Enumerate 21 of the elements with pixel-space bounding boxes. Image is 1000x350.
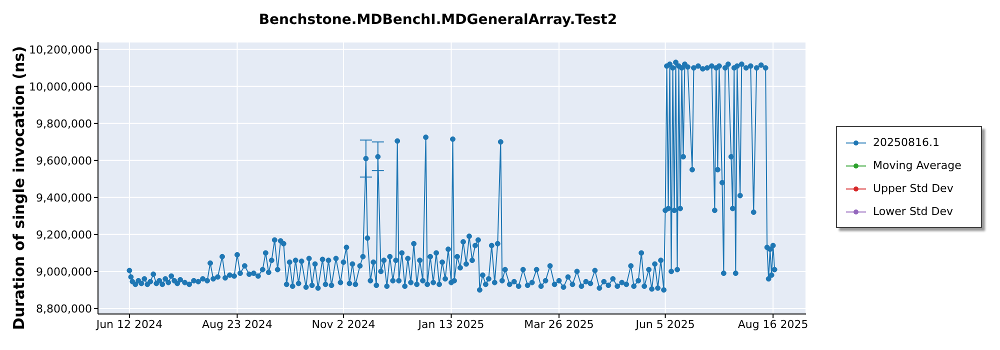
y-tick-label: 9,200,000	[36, 228, 92, 242]
legend-label: 20250816.1	[873, 136, 940, 149]
x-tick-label: Jun 5 2025	[634, 318, 695, 331]
x-tick-label: Jun 12 2024	[95, 318, 163, 331]
x-tick-label: Nov 2 2024	[312, 318, 376, 331]
y-tick-label: 9,800,000	[36, 117, 92, 130]
y-tick-label: 10,000,000	[29, 80, 92, 94]
y-tick-label: 8,800,000	[36, 302, 92, 316]
y-axis-title: Duration of single invocation (ns)	[10, 46, 28, 330]
x-tick-label: Aug 16 2025	[738, 318, 808, 331]
x-tick-label: Aug 23 2024	[202, 318, 272, 331]
y-tick-label: 10,200,000	[29, 43, 92, 56]
legend-label: Upper Std Dev	[873, 182, 954, 195]
legend-label: Lower Std Dev	[873, 205, 953, 218]
y-tick-label: 9,000,000	[36, 265, 92, 278]
y-tick-label: 9,400,000	[36, 191, 92, 204]
x-tick-label: Mar 26 2025	[524, 318, 594, 331]
legend-label: Moving Average	[873, 159, 962, 172]
x-tick-label: Jan 13 2025	[417, 318, 484, 331]
chart-title: Benchstone.MDBenchI.MDGeneralArray.Test2	[258, 12, 618, 28]
y-tick-label: 9,600,000	[36, 154, 92, 168]
